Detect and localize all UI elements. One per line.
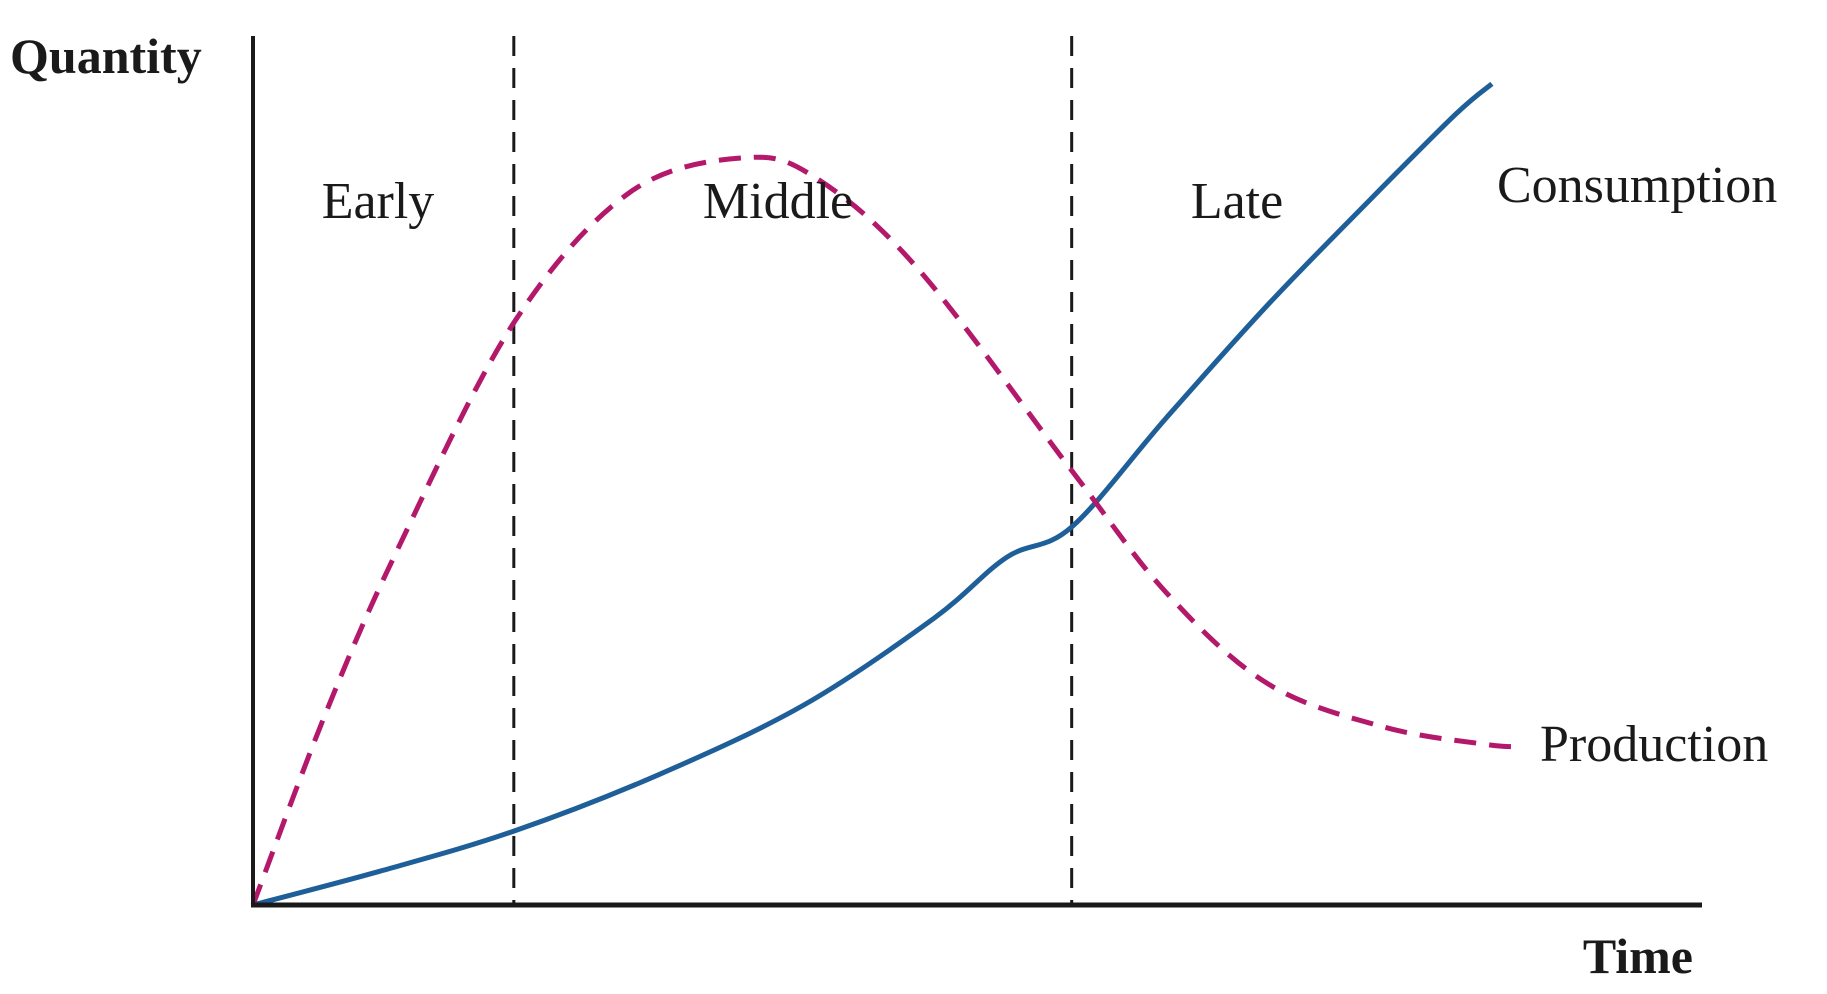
series-line-production (250, 154, 1522, 906)
phase-label-early: Early (322, 173, 435, 230)
y-axis-title: Quantity (10, 28, 202, 84)
series-line-consumption (252, 81, 1494, 908)
phase-label-late: Late (1191, 173, 1283, 230)
x-axis-title: Time (1583, 928, 1693, 984)
phase-label-middle: Middle (703, 173, 853, 230)
series-label-production: Production (1540, 716, 1768, 773)
series-label-consumption: Consumption (1497, 157, 1777, 214)
series-lines (250, 81, 1522, 908)
